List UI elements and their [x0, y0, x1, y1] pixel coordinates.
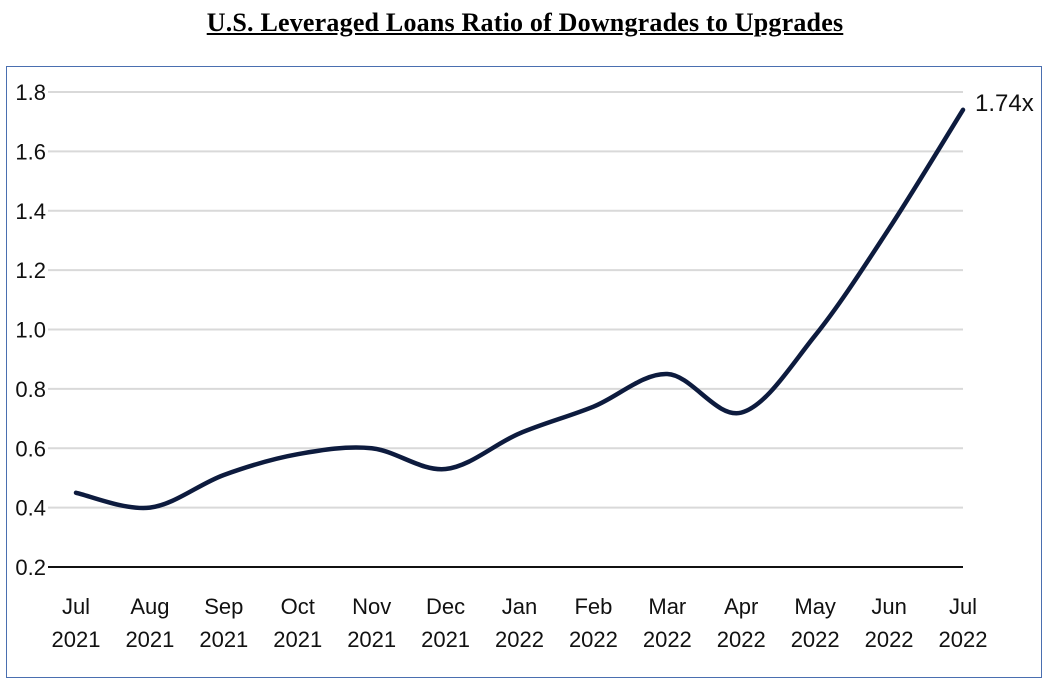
x-tick-label-year: 2022 [495, 627, 544, 652]
y-tick-label: 1.4 [15, 199, 46, 224]
x-tick-label-year: 2022 [717, 627, 766, 652]
x-tick-label: Nov [352, 594, 391, 619]
x-tick-label-year: 2022 [791, 627, 840, 652]
y-tick-label: 0.6 [15, 436, 46, 461]
x-tick-label: Sep [204, 594, 243, 619]
x-tick-label: Apr [724, 594, 758, 619]
x-tick-label: Oct [281, 594, 315, 619]
x-tick-label-year: 2022 [865, 627, 914, 652]
end-value-annotation: 1.74x [975, 90, 1034, 117]
chart-frame [6, 66, 1042, 678]
x-tick-label-year: 2022 [569, 627, 618, 652]
x-tick-label-year: 2021 [421, 627, 470, 652]
x-tick-label-year: 2022 [643, 627, 692, 652]
x-tick-label-year: 2021 [347, 627, 396, 652]
chart-title: U.S. Leveraged Loans Ratio of Downgrades… [206, 8, 844, 37]
x-tick-label: Mar [648, 594, 686, 619]
x-tick-label: Jun [871, 594, 906, 619]
x-tick-label-year: 2022 [939, 627, 988, 652]
x-tick-label: Dec [426, 594, 465, 619]
y-tick-label: 1.2 [15, 258, 46, 283]
x-tick-label-year: 2021 [273, 627, 322, 652]
x-tick-label: Feb [574, 594, 612, 619]
y-tick-label: 1.8 [15, 80, 46, 105]
y-tick-label: 0.2 [15, 555, 46, 580]
x-tick-label: Aug [130, 594, 169, 619]
x-tick-label: Jul [62, 594, 90, 619]
y-tick-label: 0.8 [15, 377, 46, 402]
x-tick-label-year: 2021 [125, 627, 174, 652]
x-tick-label: Jul [949, 594, 977, 619]
y-tick-label: 1.6 [15, 139, 46, 164]
x-tick-label: Jan [502, 594, 537, 619]
series-line [73, 107, 966, 511]
y-tick-label: 1.0 [15, 318, 46, 343]
x-tick-label-year: 2021 [199, 627, 248, 652]
x-tick-label-year: 2021 [52, 627, 101, 652]
y-tick-label: 0.4 [15, 496, 46, 521]
x-tick-label: May [794, 594, 836, 619]
